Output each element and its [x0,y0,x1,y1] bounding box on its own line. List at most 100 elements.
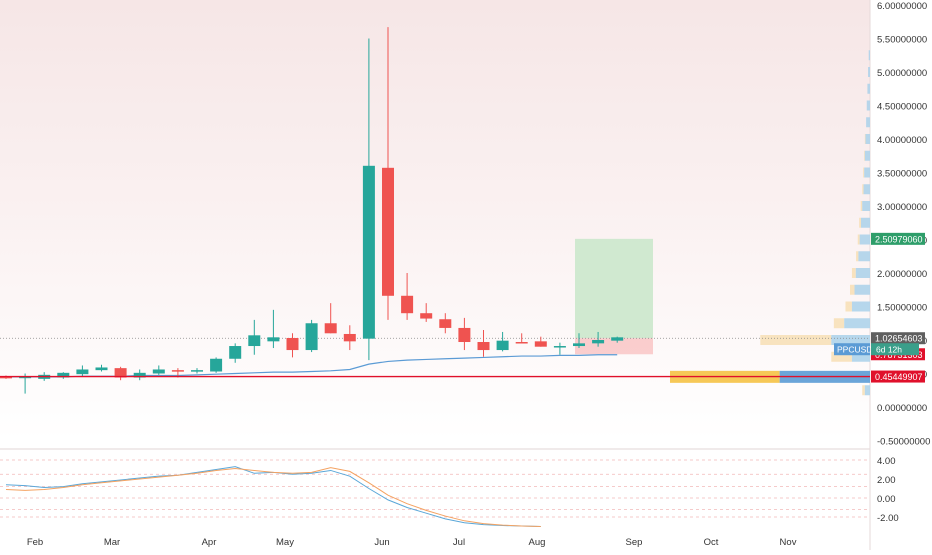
candle [362,38,375,361]
volume-profile-bar [851,268,856,278]
candle-body [534,341,547,347]
volume-profile-bar [868,67,870,77]
candle-body [95,367,108,371]
price-label-bg [871,232,925,245]
candle [324,303,337,334]
x-tick-label: Apr [202,537,217,548]
candle-body [420,313,433,319]
volume-profile-bar [864,150,870,161]
candle-body [210,358,223,372]
candle-body [248,335,261,347]
volume-profile-bar [863,184,870,195]
candle-body [553,346,566,348]
volume-profile-bar [844,318,870,329]
candle [439,313,452,334]
candle [95,364,108,372]
symbol-label-bg [834,343,870,356]
candle-body [592,340,605,344]
countdown-label-bg [871,343,919,356]
candle [477,329,490,357]
candle [534,336,547,347]
oscillator-line [5,467,541,527]
volume-profile-bar [760,335,832,345]
candle-body [401,295,414,314]
volume-profile-bar [859,234,870,245]
x-tick-label: Jun [374,537,389,548]
candle-body [0,376,12,379]
x-tick-label: Aug [529,537,546,548]
volume-profile-bar [851,301,870,312]
volume-profile-bar [866,117,870,128]
volume-profile-bar [858,251,870,262]
price-label-bg [871,370,925,383]
y-tick-label: -0.50000000 [877,437,930,448]
osc-y-tick-label: 4.00 [877,456,896,467]
x-tick-label: Oct [704,537,719,548]
candle [229,343,242,363]
volume-profile-bar [864,385,870,396]
price-label-target: 2.50979060 [875,234,923,244]
long-position-target-zone [575,238,653,339]
volume-profile-bar [855,268,870,278]
y-tick-label: 4.00000000 [877,135,927,146]
y-tick-label: 6.00000000 [877,1,927,12]
oscillator-line [5,466,541,527]
candle [305,319,318,353]
volume-profile-bar [862,385,865,396]
volume-profile-bar [833,318,845,329]
candle [382,27,394,320]
candle-body [133,372,146,378]
candle [458,317,471,351]
volume-profile-bar [868,50,870,61]
moving-average-line [6,354,618,378]
candle-body [114,368,127,378]
countdown-label: 6d 12h [876,345,902,355]
volume-profile-bar [850,284,855,295]
volume-profile-bar [851,351,870,362]
x-tick-label: Jul [453,537,465,548]
candle [114,366,127,381]
volume-profile-bar [857,234,860,245]
x-tick-label: Nov [780,537,797,548]
y-tick-label: 0.00000000 [877,403,927,414]
candle [420,303,433,322]
candle-body [286,337,299,351]
volume-profile-bar [831,351,852,362]
volume-profile-bar [864,134,866,144]
candle [76,365,89,377]
candle-body [515,342,528,344]
osc-y-tick-label: -2.00 [877,513,899,524]
candle-body [171,370,184,372]
x-tick-label: Sep [626,537,643,548]
osc-y-tick-label: 0.00 [877,494,896,505]
candle-body [382,167,394,296]
y-tick-label: 5.00000000 [877,68,927,79]
volume-profile-bar [845,301,852,312]
volume-profile-bar [862,184,864,195]
candle-body [57,372,70,378]
candle [553,342,566,355]
price-axis-bg[interactable] [870,0,932,550]
candle-body [152,369,165,374]
candle-body [496,340,509,351]
volume-profile-bar [859,217,861,228]
candle [515,333,528,344]
candle [133,369,146,381]
candle [573,333,585,349]
candle-body [305,323,318,351]
candle [611,336,624,343]
y-tick-label: 5.50000000 [877,35,927,46]
volume-profile-bar [854,284,870,295]
candle-body [477,342,490,351]
candle-body [362,165,375,339]
symbol-label: PPCUSD [837,345,872,355]
x-tick-label: May [276,537,294,548]
y-tick-label: 3.00000000 [877,202,927,213]
candle [496,331,509,352]
candle [401,273,414,320]
candle-body [324,323,337,334]
candle-body [267,337,280,342]
candle [248,319,261,355]
